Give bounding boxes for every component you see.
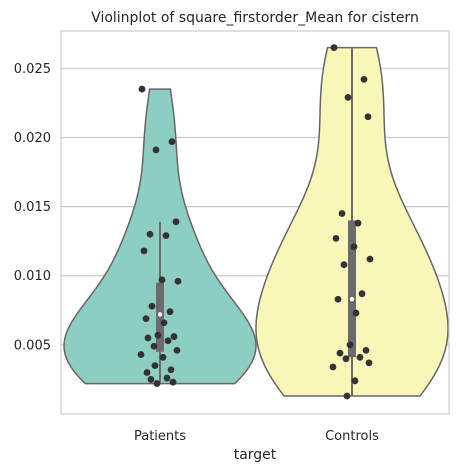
data-point bbox=[342, 355, 350, 363]
median-marker-controls bbox=[349, 297, 355, 302]
violins bbox=[63, 46, 449, 397]
data-point bbox=[344, 93, 352, 101]
data-point bbox=[334, 295, 342, 303]
data-point bbox=[350, 243, 358, 251]
x-axis-label: target bbox=[234, 447, 277, 463]
x-tick-label: Controls bbox=[325, 429, 379, 444]
data-point bbox=[338, 210, 346, 217]
data-point bbox=[146, 230, 154, 238]
data-point bbox=[174, 277, 182, 285]
median-marker-patients bbox=[157, 312, 163, 317]
data-point bbox=[346, 341, 354, 349]
data-point bbox=[140, 247, 148, 255]
data-point bbox=[167, 366, 175, 374]
y-tick-labels: 0.005 0.010 0.015 0.020 0.025 bbox=[14, 62, 51, 354]
data-point bbox=[148, 302, 156, 310]
data-point bbox=[365, 359, 373, 367]
data-point bbox=[152, 146, 160, 154]
data-point bbox=[159, 353, 167, 361]
data-point bbox=[173, 347, 181, 354]
data-point bbox=[332, 235, 340, 242]
data-point bbox=[351, 377, 359, 385]
iqr-box-controls bbox=[348, 220, 356, 358]
data-point bbox=[364, 113, 372, 121]
y-tick-label: 0.025 bbox=[14, 62, 51, 77]
data-point bbox=[154, 331, 162, 339]
x-tick-labels: Patients Controls bbox=[134, 429, 379, 444]
data-point bbox=[336, 349, 344, 357]
data-point bbox=[362, 347, 370, 354]
data-point bbox=[356, 353, 364, 361]
data-point bbox=[150, 342, 158, 350]
data-point bbox=[160, 319, 168, 327]
y-tick-label: 0.015 bbox=[14, 200, 51, 215]
data-point bbox=[358, 290, 366, 298]
data-point bbox=[352, 309, 360, 317]
data-point bbox=[168, 138, 176, 146]
data-point bbox=[329, 363, 337, 371]
data-point bbox=[366, 255, 374, 263]
data-point bbox=[153, 380, 161, 387]
y-tick-label: 0.020 bbox=[14, 131, 51, 146]
data-point bbox=[162, 232, 170, 240]
data-point bbox=[138, 85, 146, 93]
data-point bbox=[330, 44, 338, 51]
data-point bbox=[340, 261, 348, 269]
data-point bbox=[144, 334, 152, 342]
data-point bbox=[169, 378, 177, 386]
data-point bbox=[163, 374, 171, 382]
data-point bbox=[166, 308, 174, 316]
data-point bbox=[143, 369, 151, 376]
data-point bbox=[137, 351, 145, 358]
data-point bbox=[354, 219, 362, 227]
y-tick-label: 0.005 bbox=[14, 338, 51, 353]
box-plots bbox=[156, 47, 356, 397]
data-points bbox=[137, 44, 374, 400]
data-point bbox=[151, 362, 159, 370]
data-point bbox=[158, 276, 166, 284]
x-tick-label: Patients bbox=[134, 429, 186, 444]
plot-frame bbox=[60, 30, 450, 415]
data-point bbox=[172, 218, 180, 226]
y-tick-label: 0.010 bbox=[14, 269, 51, 284]
data-point bbox=[343, 392, 351, 400]
data-point bbox=[360, 75, 368, 83]
chart-title: Violinplot of square_firstorder_Mean for… bbox=[91, 10, 419, 26]
data-point bbox=[142, 315, 150, 322]
iqr-box-patients bbox=[156, 282, 164, 352]
data-point bbox=[147, 376, 155, 383]
data-point bbox=[170, 333, 178, 340]
data-point bbox=[164, 337, 172, 345]
